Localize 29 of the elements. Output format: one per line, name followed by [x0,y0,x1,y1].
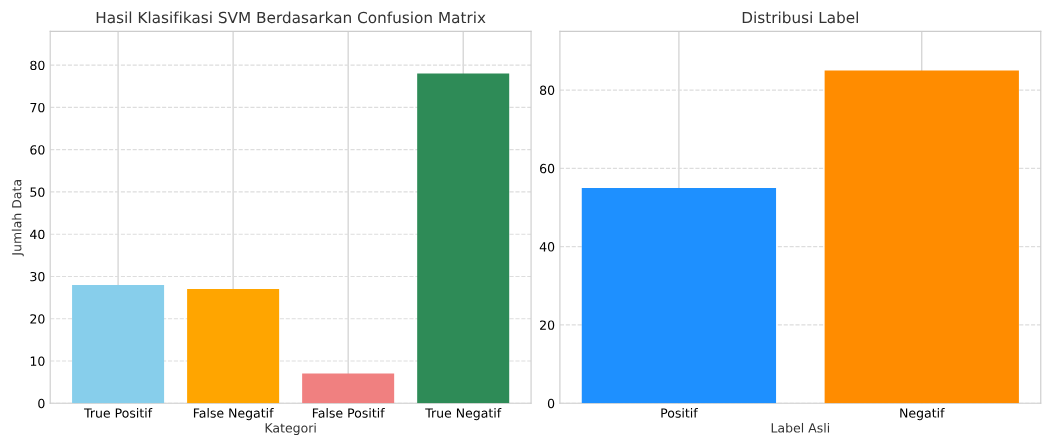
y-tick-label: 30 [30,271,45,282]
y-tick-label: 0 [38,398,45,409]
y-tick-label: 80 [30,60,45,71]
x-tick-label: False Negatif [193,408,274,421]
y-axis-title: Jumlah Data [11,180,24,257]
y-tick-label: 20 [30,314,45,324]
chart-title: Distribusi Label [742,11,858,24]
y-tick-label: 20 [540,320,555,330]
x-axis-title: Kategori [265,422,316,436]
bar [417,73,510,404]
y-tick-label: 10 [30,356,45,366]
y-tick-label: 60 [540,163,555,174]
y-tick-label: 40 [539,242,555,252]
y-tick-label: 50 [30,187,45,197]
bar [72,284,165,404]
bar [187,289,280,404]
y-tick-label: 0 [547,398,555,409]
x-tick-label: True Negatif [425,408,502,421]
y-tick-label: 80 [539,85,555,95]
x-tick-label: True Positif [84,408,153,418]
x-tick-label: Negatif [900,408,945,421]
y-tick-label: 70 [30,102,45,113]
bar [302,373,395,404]
x-tick-label: Positif [661,408,698,418]
y-tick-label: 60 [30,145,45,155]
x-tick-label: False Positif [312,408,385,418]
x-axis-title: Label Asli [771,422,830,433]
y-tick-label: 40 [30,229,45,240]
chart-title: Hasil Klasifikasi SVM Berdasarkan Confusion Matrix [96,11,486,24]
